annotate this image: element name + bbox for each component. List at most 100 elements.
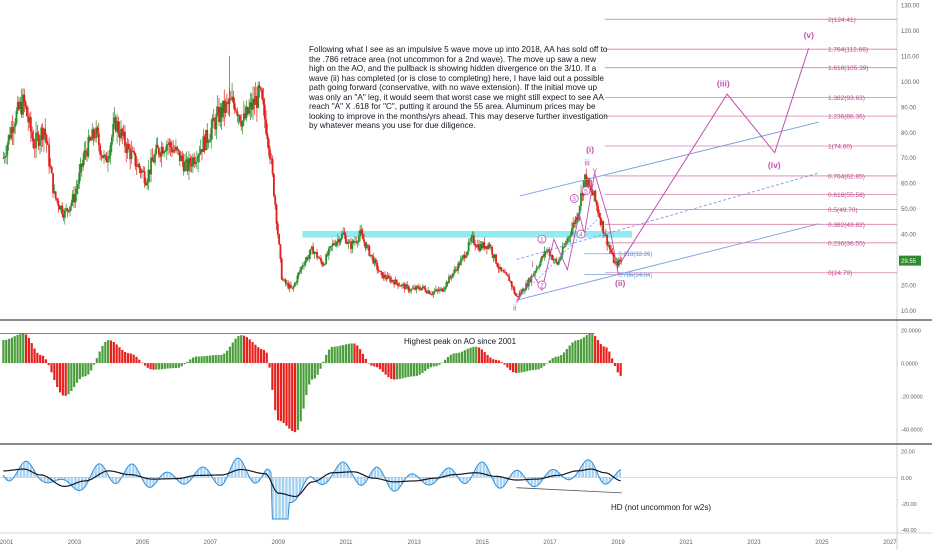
ao-bar — [217, 354, 220, 364]
wave-label-circled: 2 — [540, 282, 544, 289]
candle-body — [194, 162, 197, 164]
candle-body — [478, 244, 480, 251]
candle-body — [601, 220, 603, 225]
ao-bar — [319, 363, 322, 369]
candle-body — [73, 194, 75, 203]
ao-bar — [407, 363, 410, 377]
ao-bar — [257, 347, 260, 364]
candle-body — [244, 113, 247, 119]
ao-bar — [56, 363, 59, 387]
candle-body — [320, 257, 322, 262]
candle-body — [342, 232, 345, 234]
candle-body — [474, 243, 477, 246]
candle-body — [318, 257, 321, 259]
candle-body — [164, 150, 167, 152]
candle-body — [79, 163, 82, 173]
candle-body — [174, 146, 177, 151]
candle-body — [598, 213, 601, 218]
candle-body — [14, 123, 17, 128]
time-tick-label: 2009 — [272, 540, 286, 546]
candle-body — [185, 159, 188, 162]
ao-bar — [415, 363, 418, 376]
ao-bar — [285, 363, 288, 426]
candle-body — [246, 107, 249, 114]
candle-body — [522, 289, 525, 292]
candle-body — [10, 127, 13, 139]
candle-body — [49, 166, 52, 168]
ao-bar — [223, 353, 226, 364]
ao-bar — [112, 342, 115, 364]
ao-histogram — [2, 333, 622, 433]
ao-bar — [359, 349, 362, 364]
candle-body — [253, 98, 256, 105]
ao-bar — [70, 363, 73, 392]
ao-bar — [361, 353, 365, 364]
candle-body — [548, 250, 551, 256]
candle-body — [12, 127, 15, 133]
ao-bar — [27, 337, 30, 364]
ao-bar — [387, 363, 390, 378]
candle-body — [16, 101, 19, 111]
ao-bar — [240, 335, 243, 364]
ao-bar — [480, 349, 484, 364]
ao-bar — [579, 339, 583, 364]
ao-bar — [460, 351, 464, 364]
candle-body — [432, 292, 435, 295]
candle-body — [144, 183, 147, 186]
candle-body — [169, 142, 172, 148]
candle-body — [519, 292, 522, 294]
ao-bar — [602, 346, 605, 364]
candle-body — [591, 192, 594, 196]
candle-body — [518, 292, 521, 297]
candle-body — [331, 243, 334, 246]
candle-body — [406, 284, 409, 286]
ao-bar — [288, 363, 291, 429]
price-tick-label: 20.00 — [901, 283, 917, 289]
candle-body — [152, 161, 155, 163]
ao-bar — [259, 348, 263, 364]
candle-body — [232, 96, 235, 104]
wave-count-path — [516, 172, 619, 303]
ao-bar — [73, 363, 76, 387]
ao-tick-label: -40.0000 — [901, 427, 923, 433]
candle-body — [116, 121, 118, 132]
candle-body — [489, 246, 492, 248]
candle-body — [620, 260, 623, 262]
price-tick-label: 60.00 — [901, 182, 917, 188]
candle-body — [173, 149, 176, 151]
ao-tick-label: 0.0000 — [901, 362, 918, 368]
candle-body — [127, 143, 130, 149]
candle-body — [363, 239, 365, 243]
wave-label-minor: iii — [584, 158, 590, 167]
candle-body — [181, 155, 184, 162]
candle-body — [2, 157, 5, 159]
ao-bar — [582, 337, 585, 364]
ao-bar — [197, 356, 200, 364]
ao-bar — [503, 363, 506, 365]
wave-label-circled: 3 — [572, 196, 576, 203]
ao-bar — [16, 334, 19, 364]
candle-body — [424, 288, 427, 292]
candle-body — [373, 259, 376, 264]
candle-body — [614, 262, 616, 264]
candle-body — [220, 107, 223, 118]
candle-body — [419, 288, 422, 290]
candle-body — [576, 217, 578, 220]
candle-body — [308, 254, 311, 259]
osc-tick-label: 0.00 — [901, 476, 912, 482]
wave-label-primary: (iv) — [768, 160, 781, 170]
candle-body — [593, 190, 595, 196]
fib-level-label: 0.764(62.85) — [828, 173, 865, 180]
candle-body — [495, 254, 497, 264]
ao-bar — [342, 345, 345, 364]
candle-body — [263, 104, 266, 120]
candle-body — [138, 164, 141, 169]
candle-body — [282, 279, 284, 281]
candle-body — [218, 106, 220, 123]
candle-body — [211, 117, 214, 129]
ao-bar — [486, 354, 489, 364]
candle-body — [461, 257, 463, 260]
ao-bar — [483, 352, 486, 364]
